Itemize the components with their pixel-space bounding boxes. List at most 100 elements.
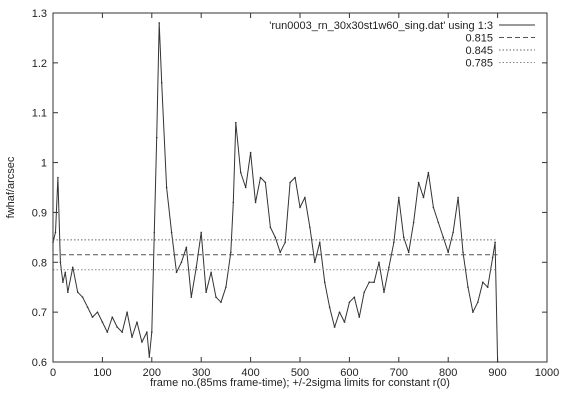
series-0-point xyxy=(491,256,494,259)
series-0-point xyxy=(190,296,193,298)
series-0-point xyxy=(121,331,123,333)
y-tick-label: 0.9 xyxy=(32,207,47,219)
y-tick-label: 1.1 xyxy=(32,108,47,120)
series-0-point xyxy=(294,176,296,179)
series-0-point xyxy=(131,336,133,338)
series-0-point xyxy=(358,316,361,318)
series-0-point xyxy=(402,236,405,239)
series-0-point xyxy=(76,291,79,294)
series-0-point xyxy=(363,291,366,294)
x-tick-label: 600 xyxy=(340,367,358,379)
series-0-point xyxy=(328,306,331,308)
series-0-point xyxy=(96,311,99,313)
series-0-point xyxy=(259,176,262,179)
series-0-point xyxy=(136,321,138,323)
series-0-point xyxy=(64,271,67,274)
series-0-point xyxy=(274,236,277,239)
series-0-point xyxy=(158,22,161,24)
y-tick-label: 1.2 xyxy=(32,58,47,70)
series-0-point xyxy=(318,241,321,244)
series-0-point xyxy=(412,221,415,224)
series-0-point xyxy=(314,261,316,264)
series-0-point xyxy=(467,286,469,289)
series-0-point xyxy=(264,181,267,184)
series-0-point xyxy=(220,301,222,303)
x-tick-label: 1000 xyxy=(535,367,559,379)
series-0-point xyxy=(452,231,454,234)
x-tick-label: 800 xyxy=(439,367,457,379)
series-0-point xyxy=(151,331,153,333)
series-0-point xyxy=(111,316,114,318)
series-0-point xyxy=(432,206,435,209)
series-0-point xyxy=(486,286,489,289)
series-0-point xyxy=(477,301,479,303)
series-0-point xyxy=(279,251,282,254)
series-0-point xyxy=(148,356,151,358)
series-0-point xyxy=(86,306,89,308)
series-0-point xyxy=(494,241,496,244)
series-0-point xyxy=(170,231,173,234)
series-0-point xyxy=(457,196,459,199)
series-0-point xyxy=(126,311,128,313)
series-0-point xyxy=(393,241,395,244)
y-axis-label: fwhaf/arcsec xyxy=(5,156,17,218)
series-0-point xyxy=(239,171,242,174)
series-0-point xyxy=(230,251,232,254)
series-0-point xyxy=(57,176,59,179)
series-0-point xyxy=(175,271,178,274)
series-0-point xyxy=(333,326,336,328)
series-0-point xyxy=(160,82,163,84)
series-0-point xyxy=(101,321,104,323)
series-0-point xyxy=(462,251,464,254)
series-0-point xyxy=(323,281,326,284)
series-0-point xyxy=(309,226,311,229)
series-0-point xyxy=(338,311,341,313)
series-0-point xyxy=(284,241,286,244)
x-tick-label: 300 xyxy=(192,367,210,379)
series-0-point xyxy=(116,326,119,328)
series-0-point xyxy=(205,291,207,294)
series-0-point xyxy=(185,246,188,249)
series-0-point xyxy=(427,171,430,174)
plot-layer xyxy=(52,22,499,363)
x-tick-label: 400 xyxy=(241,367,259,379)
series-0-point xyxy=(447,251,450,254)
series-0-point xyxy=(383,291,385,294)
series-0-point xyxy=(472,311,474,313)
series-0-point xyxy=(437,221,440,224)
series-0-point xyxy=(398,196,400,199)
series-0-point xyxy=(417,181,420,184)
series-0-point xyxy=(442,236,445,239)
y-tick-label: 1 xyxy=(41,158,47,170)
x-tick-label: 900 xyxy=(488,367,506,379)
series-0-point xyxy=(54,231,57,234)
series-0-point xyxy=(378,261,380,264)
series-0-point xyxy=(299,206,301,209)
series-0-point xyxy=(67,291,69,294)
series-0-point xyxy=(232,201,235,204)
series-0-point xyxy=(141,341,143,343)
series-0-point xyxy=(373,281,375,284)
legend-label: 0.815 xyxy=(465,33,493,45)
series-0-point xyxy=(200,231,202,234)
series-0-point xyxy=(153,231,156,234)
series-0-point xyxy=(407,251,410,254)
series-0-point xyxy=(244,186,247,189)
series-0-point xyxy=(343,321,346,323)
x-tick-label: 700 xyxy=(390,367,408,379)
series-0-point xyxy=(81,296,84,298)
series-0-point xyxy=(215,296,217,298)
legend: 'run0003_rn_30x30st1w60_sing.dat' using … xyxy=(269,20,535,70)
series-0-point xyxy=(91,316,94,318)
series-0-point xyxy=(368,281,370,284)
series-0-point xyxy=(146,331,148,333)
y-tick-label: 0.7 xyxy=(32,307,47,319)
series-0-point xyxy=(225,286,227,289)
series-0-point xyxy=(165,186,168,189)
series-0-point xyxy=(71,266,74,269)
axis-layer: 0 100 200 300 400 500 600 700 800 900 1000 0.6 0.7 0.… xyxy=(32,8,560,379)
legend-label: 'run0003_rn_30x30st1w60_sing.dat' using … xyxy=(269,20,493,32)
series-0-point xyxy=(353,296,356,298)
